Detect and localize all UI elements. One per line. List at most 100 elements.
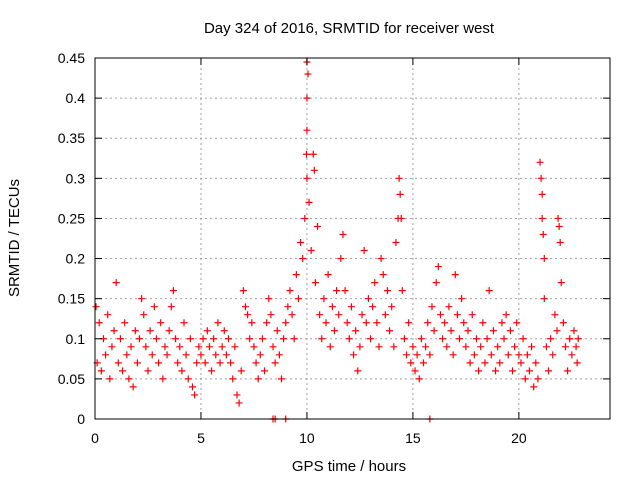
data-point	[509, 367, 517, 375]
data-point	[229, 375, 237, 383]
data-point	[273, 327, 281, 335]
data-point	[208, 367, 216, 375]
data-point	[125, 375, 133, 383]
data-point	[203, 327, 211, 335]
data-point	[121, 319, 129, 327]
data-point	[551, 311, 559, 319]
data-point	[161, 343, 169, 351]
data-point	[180, 319, 188, 327]
y-axis-label: SRMTID / TECUs	[6, 179, 23, 297]
x-tick-label: 10	[299, 430, 315, 446]
y-tick-label: 0.45	[58, 50, 85, 66]
plot-frame	[94, 57, 611, 420]
data-point	[354, 367, 362, 375]
data-point	[182, 351, 190, 359]
data-point	[496, 359, 504, 367]
data-point	[309, 150, 317, 158]
data-point	[553, 327, 561, 335]
data-point	[222, 351, 230, 359]
data-point	[297, 239, 305, 247]
data-point	[148, 351, 156, 359]
data-point	[479, 319, 487, 327]
data-point	[521, 375, 529, 383]
data-point	[199, 335, 207, 343]
chart-title: Day 324 of 2016, SRMTID for receiver wes…	[204, 20, 495, 37]
data-point	[573, 359, 581, 367]
data-point	[574, 335, 582, 343]
data-point	[197, 351, 205, 359]
data-point	[191, 391, 199, 399]
data-point	[443, 343, 451, 351]
data-point	[555, 222, 563, 230]
data-point	[347, 303, 355, 311]
data-point	[106, 375, 114, 383]
y-tick-label: 0.2	[66, 251, 86, 267]
x-tick-label: 0	[91, 430, 99, 446]
data-point	[146, 327, 154, 335]
data-point	[356, 343, 364, 351]
data-point	[292, 271, 300, 279]
data-point	[456, 335, 464, 343]
data-point	[275, 351, 283, 359]
data-point	[261, 367, 269, 375]
data-point	[352, 327, 360, 335]
data-point	[246, 335, 254, 343]
data-point	[430, 327, 438, 335]
data-point	[428, 303, 436, 311]
data-point	[392, 239, 400, 247]
data-point	[252, 359, 260, 367]
data-point	[231, 343, 239, 351]
data-point	[369, 303, 377, 311]
data-point	[483, 335, 491, 343]
data-point	[288, 311, 296, 319]
data-point	[282, 319, 290, 327]
data-point	[286, 287, 294, 295]
data-point	[142, 343, 150, 351]
data-point	[299, 255, 307, 263]
data-point	[155, 359, 163, 367]
data-point	[542, 343, 550, 351]
data-point	[525, 367, 533, 375]
data-point	[167, 303, 175, 311]
data-point	[458, 295, 466, 303]
data-point	[358, 311, 366, 319]
data-point	[540, 255, 548, 263]
data-point	[494, 343, 502, 351]
data-point	[449, 351, 457, 359]
data-point	[271, 359, 279, 367]
y-tick-label: 0.15	[58, 291, 85, 307]
data-point	[301, 214, 309, 222]
y-tick-label: 0.3	[66, 170, 86, 186]
x-tick-label: 5	[197, 430, 205, 446]
data-point	[193, 359, 201, 367]
y-tick-label: 0	[77, 411, 85, 427]
data-point	[506, 327, 514, 335]
data-point	[248, 319, 256, 327]
data-point	[205, 343, 213, 351]
data-point	[487, 351, 495, 359]
data-point	[233, 391, 241, 399]
data-point	[241, 303, 249, 311]
data-point	[341, 287, 349, 295]
data-point	[409, 343, 417, 351]
data-point	[422, 343, 430, 351]
data-point	[311, 279, 319, 287]
data-point	[475, 367, 483, 375]
data-point	[263, 319, 271, 327]
data-point	[267, 311, 275, 319]
data-point	[500, 335, 508, 343]
data-point	[116, 335, 124, 343]
data-point	[538, 190, 546, 198]
data-point	[417, 335, 425, 343]
data-point	[220, 327, 228, 335]
data-point	[303, 126, 311, 134]
data-point	[502, 311, 510, 319]
data-point	[314, 222, 322, 230]
data-point	[326, 343, 334, 351]
data-point	[328, 303, 336, 311]
data-point	[280, 335, 288, 343]
data-point	[186, 335, 194, 343]
x-tick-label: 15	[405, 430, 421, 446]
y-tick-label: 0.1	[66, 331, 86, 347]
data-point	[159, 375, 167, 383]
